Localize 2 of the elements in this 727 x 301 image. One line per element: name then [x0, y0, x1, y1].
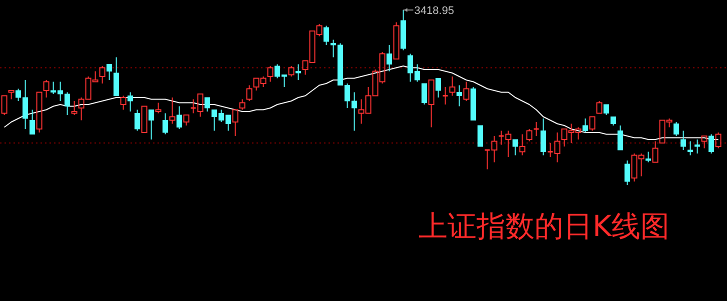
annotation: 3418.95: [414, 5, 454, 17]
text: 上证指数的日K线图: [418, 209, 670, 243]
